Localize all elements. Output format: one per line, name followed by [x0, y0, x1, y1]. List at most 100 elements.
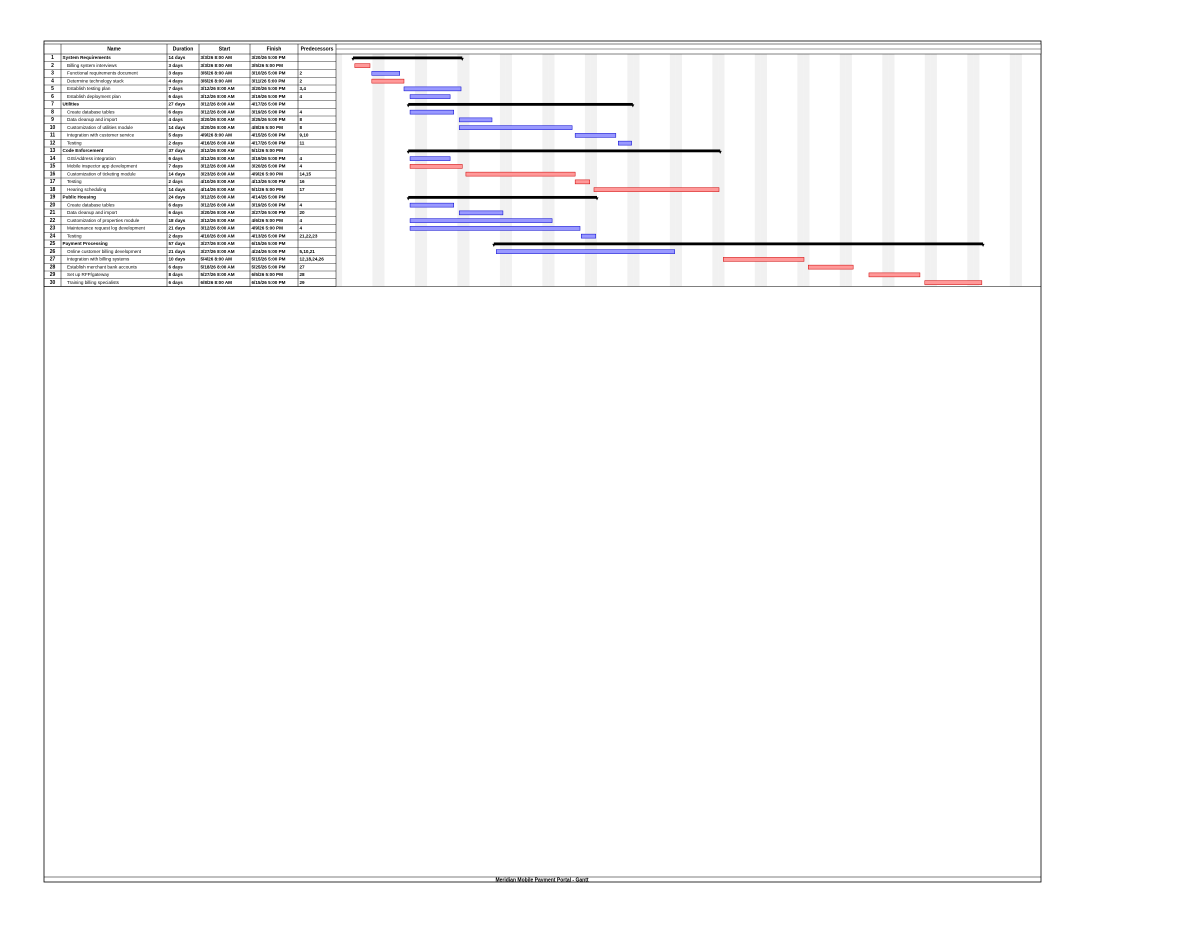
weekend-stripe: [548, 54, 555, 287]
task-bar: [409, 156, 451, 161]
cell-name: Integration with billing systems: [67, 257, 130, 262]
cell-name: Testing: [67, 233, 82, 238]
task-bar: [580, 233, 597, 239]
cell-finish: 4/6/26 5:00 PM: [252, 218, 284, 223]
row-id: 15: [50, 164, 56, 170]
row-id: 10: [50, 125, 56, 131]
cell-finish: 4/14/26 5:00 PM: [252, 195, 286, 200]
cell-start: 3/12/26 8:00 AM: [201, 156, 235, 161]
cell-finish: 3/19/26 5:00 PM: [252, 156, 286, 161]
row-id: 17: [50, 179, 56, 185]
column-header: Duration: [173, 46, 194, 52]
critical-task-bar: [465, 171, 576, 177]
task-bar: [409, 94, 451, 99]
cell-finish: 4/13/26 5:00 PM: [252, 179, 286, 184]
weekend-stripe: [712, 54, 719, 287]
weekend-stripe: [930, 54, 937, 287]
row-id: 27: [50, 257, 56, 263]
cell-predecessors: 4: [300, 94, 303, 99]
row-id: 28: [50, 264, 56, 270]
column-header: Name: [107, 46, 121, 52]
task-bar: [409, 109, 455, 115]
task-bar: [458, 117, 493, 123]
day-letter: S: [1054, 49, 1057, 54]
task-bar: [371, 71, 400, 76]
cell-predecessors: 4: [300, 164, 303, 169]
weekend-stripe: [1015, 54, 1022, 287]
cell-name: Create database tables: [67, 109, 115, 114]
cell-duration: 37 days: [169, 148, 186, 153]
cell-predecessors: 29: [300, 280, 306, 285]
cell-start: 3/12/26 8:00 AM: [201, 102, 235, 107]
cell-predecessors: 16: [300, 179, 306, 184]
task-bar: [458, 210, 504, 216]
row-id: 8: [51, 109, 54, 115]
cell-name: Testing: [67, 140, 82, 145]
cell-duration: 2 days: [169, 179, 184, 184]
cell-finish: 3/20/26 5:00 PM: [252, 55, 286, 60]
cell-duration: 14 days: [169, 125, 186, 130]
cell-duration: 4 days: [169, 78, 184, 83]
weekend-stripe: [590, 54, 598, 287]
weekend-stripe: [718, 54, 725, 287]
cell-predecessors: 2: [300, 71, 303, 76]
cell-duration: 6 days: [169, 264, 184, 269]
row-id: 22: [50, 218, 56, 224]
cell-duration: 3 days: [169, 71, 184, 76]
cell-finish: 3/19/26 5:00 PM: [252, 202, 286, 207]
cell-duration: 7 days: [169, 86, 184, 91]
weekend-stripe: [414, 54, 421, 287]
cell-start: 3/3/26 8:00 AM: [201, 55, 233, 60]
cell-predecessors: 8: [300, 125, 303, 130]
cell-predecessors: 5,10,21: [300, 249, 316, 254]
weekend-stripe: [924, 54, 931, 287]
cell-start: 5/27/26 8:00 AM: [201, 272, 235, 277]
cell-duration: 6 days: [169, 280, 184, 285]
critical-task-bar: [574, 179, 590, 185]
critical-task-bar: [409, 164, 463, 169]
cell-finish: 4/13/26 5:00 PM: [252, 233, 286, 238]
row-id: 5: [51, 86, 54, 92]
row-id: 11: [50, 133, 56, 139]
weekend-stripe: [760, 54, 767, 287]
cell-predecessors: 4: [300, 109, 303, 114]
row-id: 24: [50, 233, 56, 239]
cell-name: System Requirements: [63, 55, 112, 60]
cell-name: Integration with customer service: [67, 133, 135, 138]
task-bar: [409, 202, 455, 208]
cell-start: 3/27/26 8:00 AM: [201, 241, 235, 246]
row-id: 7: [51, 102, 54, 108]
cell-start: 3/20/26 8:00 AM: [201, 117, 235, 122]
cell-duration: 2 days: [169, 233, 184, 238]
critical-task-bar: [371, 78, 405, 84]
row-id: 29: [50, 272, 56, 278]
cell-name: Determine technology stack: [67, 78, 124, 83]
page-frame: [43, 40, 1042, 883]
cell-start: 3/12/26 8:00 AM: [201, 226, 235, 231]
critical-task-bar: [593, 187, 720, 192]
weekend-stripe: [1009, 54, 1016, 287]
weekend-stripe: [633, 54, 640, 287]
task-bar: [409, 226, 581, 231]
cell-start: 3/27/26 8:00 AM: [201, 249, 235, 254]
cell-finish: 4/15/26 5:00 PM: [252, 133, 286, 138]
weekend-stripe: [372, 54, 379, 287]
row-id: 3: [51, 71, 54, 77]
row-id: 13: [50, 148, 56, 154]
cell-duration: 14 days: [169, 187, 186, 192]
row-id: 19: [50, 195, 56, 201]
cell-name: Establish merchant bank accounts: [67, 264, 138, 269]
cell-finish: 3/25/26 5:00 PM: [252, 117, 286, 122]
cell-predecessors: 27: [300, 264, 306, 269]
cell-duration: 14 days: [169, 55, 186, 60]
cell-duration: 6 days: [169, 210, 184, 215]
weekend-stripe: [797, 54, 804, 287]
weekend-stripe: [967, 54, 974, 287]
cell-name: Create database tables: [67, 202, 115, 207]
summary-bar: [493, 242, 984, 246]
weekend-stripe: [882, 54, 889, 287]
weekend-stripe: [584, 54, 591, 287]
weekend-stripe: [463, 54, 470, 287]
cell-name: Set up RFP/gateway: [67, 272, 110, 277]
task-bar: [618, 140, 632, 146]
